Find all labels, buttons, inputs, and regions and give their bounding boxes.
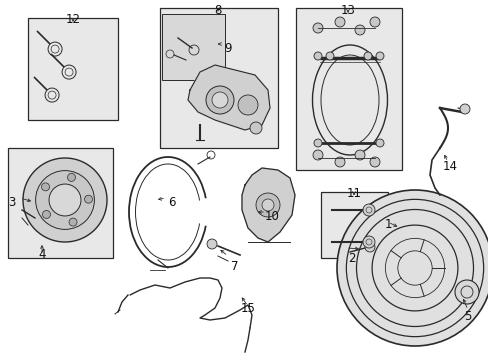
Circle shape xyxy=(369,157,379,167)
Text: 12: 12 xyxy=(65,13,81,26)
Circle shape xyxy=(67,174,75,181)
Text: 6: 6 xyxy=(168,196,175,209)
Circle shape xyxy=(313,139,321,147)
Text: 1: 1 xyxy=(384,218,391,231)
Text: 3: 3 xyxy=(8,196,16,209)
Circle shape xyxy=(206,239,217,249)
Circle shape xyxy=(364,242,374,252)
Circle shape xyxy=(84,195,92,203)
Circle shape xyxy=(256,193,280,217)
Polygon shape xyxy=(187,65,269,130)
Circle shape xyxy=(212,92,227,108)
Bar xyxy=(295,8,401,170)
Circle shape xyxy=(459,104,469,114)
Text: 5: 5 xyxy=(464,310,471,323)
Circle shape xyxy=(375,52,383,60)
Bar xyxy=(162,14,224,80)
Circle shape xyxy=(325,52,333,60)
Polygon shape xyxy=(242,168,294,242)
Text: 7: 7 xyxy=(231,260,238,273)
Circle shape xyxy=(362,204,374,216)
Text: 2: 2 xyxy=(347,252,355,265)
Circle shape xyxy=(312,150,323,160)
Circle shape xyxy=(23,158,107,242)
Text: 11: 11 xyxy=(346,187,361,200)
Circle shape xyxy=(45,88,59,102)
Text: 9: 9 xyxy=(224,42,231,55)
Text: 14: 14 xyxy=(442,160,457,173)
Text: 15: 15 xyxy=(240,302,255,315)
Bar xyxy=(320,192,387,258)
Circle shape xyxy=(334,157,345,167)
Circle shape xyxy=(362,236,374,248)
Circle shape xyxy=(48,42,62,56)
Text: 8: 8 xyxy=(214,4,221,17)
Circle shape xyxy=(354,25,364,35)
Circle shape xyxy=(369,17,379,27)
Circle shape xyxy=(336,190,488,346)
Circle shape xyxy=(36,171,94,229)
Circle shape xyxy=(334,17,345,27)
Circle shape xyxy=(262,199,273,211)
Circle shape xyxy=(205,86,234,114)
Circle shape xyxy=(41,183,49,191)
Circle shape xyxy=(454,280,478,304)
Text: 10: 10 xyxy=(264,210,279,223)
Bar xyxy=(8,148,113,258)
Text: 4: 4 xyxy=(38,248,46,261)
Circle shape xyxy=(249,122,262,134)
Circle shape xyxy=(49,184,81,216)
Bar xyxy=(160,8,278,148)
Circle shape xyxy=(375,139,383,147)
Circle shape xyxy=(238,95,258,115)
Circle shape xyxy=(363,52,371,60)
Circle shape xyxy=(313,52,321,60)
Text: 13: 13 xyxy=(340,4,355,17)
Bar xyxy=(28,18,118,120)
Circle shape xyxy=(69,218,77,226)
Circle shape xyxy=(62,65,76,79)
Circle shape xyxy=(354,150,364,160)
Circle shape xyxy=(312,23,323,33)
Circle shape xyxy=(42,211,50,219)
